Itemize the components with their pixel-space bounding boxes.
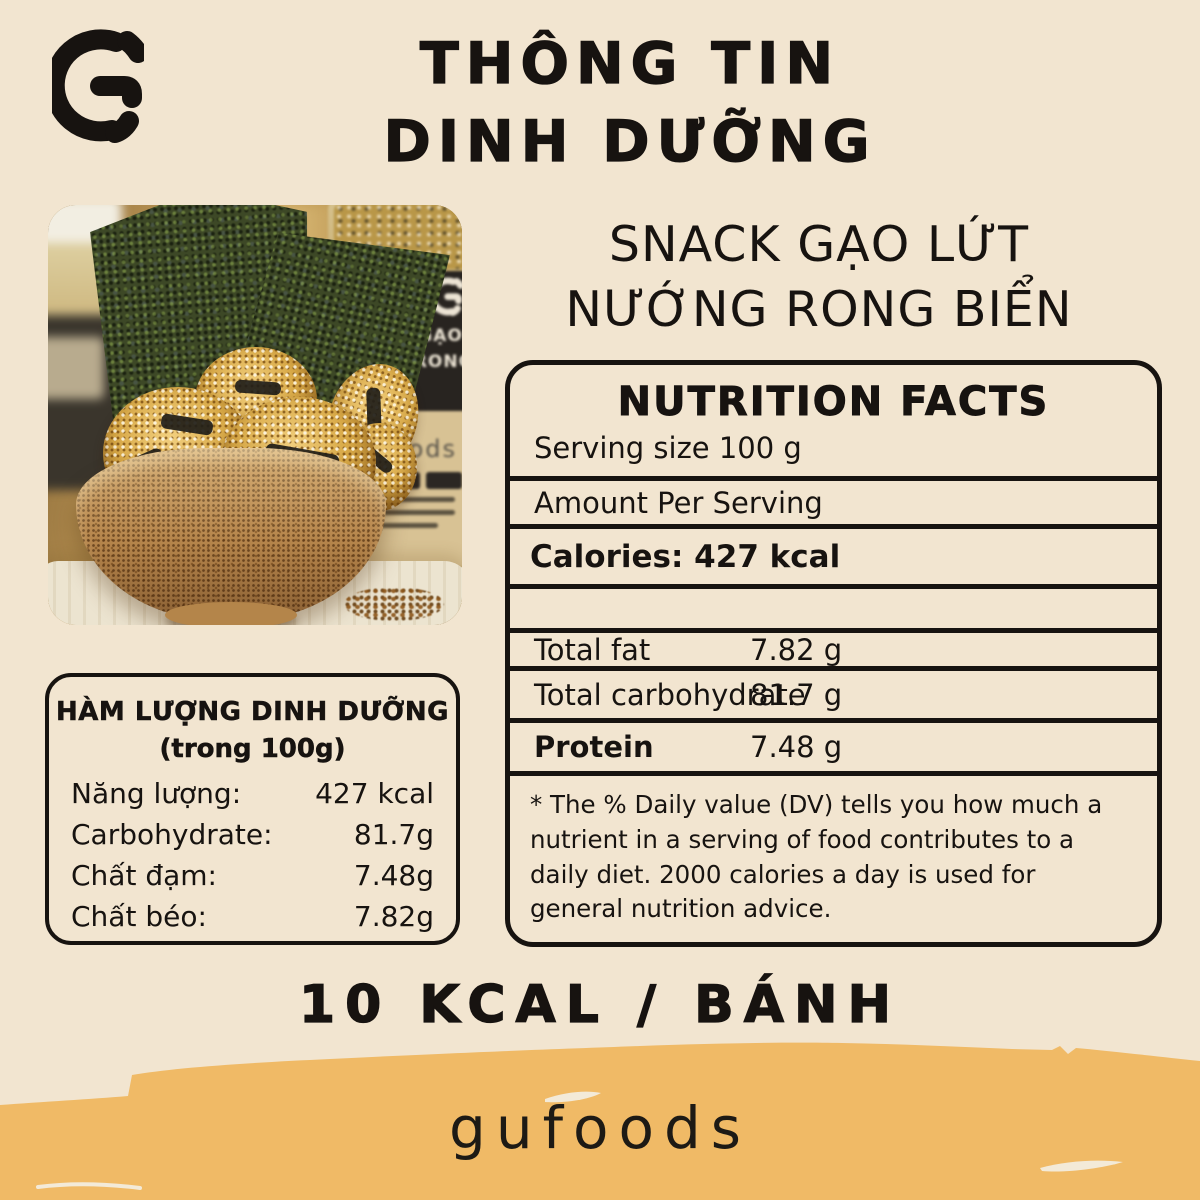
carbohydrate-row: Carbohydrate: 81.7g [71, 818, 434, 851]
total-fat-row: Total fat 7.82 g [510, 633, 1157, 671]
nutrition-facts-title: NUTRITION FACTS [617, 378, 1050, 425]
total-carbohydrate-label: Total carbohydrate [534, 677, 806, 712]
nutrition-content-box: HÀM LƯỢNG DINH DƯỠNG (trong 100g) Năng l… [45, 673, 460, 945]
carbohydrate-label: Carbohydrate: [71, 818, 273, 851]
nutrition-facts-table: NUTRITION FACTS Serving size 100 g Amoun… [505, 360, 1162, 947]
content-box-subtitle: (trong 100g) [159, 734, 346, 765]
carbohydrate-value: 81.7g [353, 818, 434, 851]
fat-vn-value: 7.82g [353, 900, 434, 933]
product-subtitle-line2: NƯỚNG RONG BIỂN [565, 281, 1073, 339]
jar-label-patch [48, 337, 104, 399]
product-subtitle: SNACK GẠO LỨT NƯỚNG RONG BIỂN [468, 212, 1170, 342]
protein-vn-label: Chất đạm: [71, 859, 217, 892]
fat-vn-label: Chất béo: [71, 900, 207, 933]
spacer-row [510, 589, 1157, 633]
total-fat-value: 7.82 g [750, 632, 843, 667]
nutrition-facts-header: NUTRITION FACTS Serving size 100 g [510, 365, 1157, 481]
protein-vn-row: Chất đạm: 7.48g [71, 859, 434, 892]
daily-value-footnote: * The % Daily value (DV) tells you how m… [530, 790, 1103, 924]
calories-row: Calories: 427 kcal [510, 529, 1157, 589]
energy-row: Năng lượng: 427 kcal [71, 777, 434, 810]
jar-fineprint-bar [366, 523, 438, 528]
coconut-bowl [76, 448, 386, 620]
brush-stroke-band [0, 1042, 1200, 1200]
amount-per-serving-label: Amount Per Serving [534, 485, 823, 520]
brush-highlight [545, 1091, 601, 1103]
page-title-line2: DINH DƯỠNG [383, 108, 877, 175]
calories-value: Calories: 427 kcal [530, 538, 841, 575]
serving-size: Serving size 100 g [534, 430, 802, 465]
kcal-per-piece: 10 KCAL / BÁNH [298, 974, 902, 1035]
energy-label: Năng lượng: [71, 777, 242, 810]
total-carbohydrate-row: Total carbohydrate 81.7 g [510, 671, 1157, 723]
jar-fineprint-bar [348, 510, 456, 515]
gufoods-wordmark: gufoods [449, 1094, 751, 1162]
protein-vn-value: 7.48g [353, 859, 434, 892]
content-box-rows: Năng lượng: 427 kcal Carbohydrate: 81.7g… [49, 777, 456, 933]
energy-value: 427 kcal [315, 777, 434, 810]
page-title: THÔNG TIN DINH DƯỠNG [240, 26, 1020, 181]
amount-per-serving-row: Amount Per Serving [510, 481, 1157, 529]
content-box-title: HÀM LƯỢNG DINH DƯỠNG [56, 697, 449, 728]
gufoods-logo-icon [52, 29, 144, 143]
crumbs [344, 587, 444, 621]
product-subtitle-line1: SNACK GẠO LỨT [608, 216, 1030, 273]
total-fat-label: Total fat [534, 632, 651, 667]
protein-row: Protein 7.48 g [510, 723, 1157, 776]
protein-value: 7.48 g [750, 730, 843, 764]
brush-highlight [36, 1182, 142, 1190]
total-carbohydrate-value: 81.7 g [750, 677, 843, 712]
page-title-line1: THÔNG TIN [419, 30, 841, 97]
fat-vn-row: Chất béo: 7.82g [71, 900, 434, 933]
protein-label: Protein [534, 730, 654, 764]
product-photo: SNACK GẠO NƯỚNG RONG gufoods [48, 205, 462, 625]
brush-highlight [1040, 1160, 1123, 1172]
